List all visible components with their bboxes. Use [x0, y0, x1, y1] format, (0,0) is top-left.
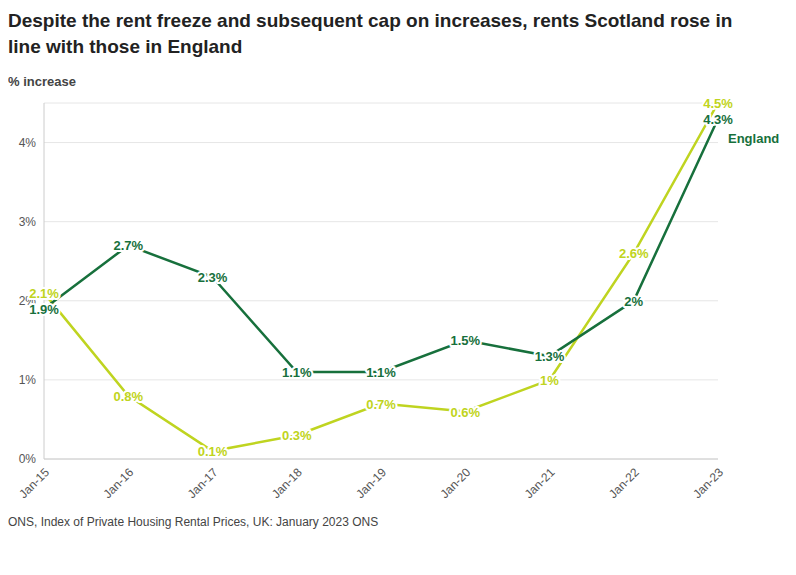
svg-text:2.7%: 2.7% [113, 238, 143, 253]
svg-text:Jan-20: Jan-20 [438, 465, 474, 501]
svg-text:Jan-21: Jan-21 [522, 465, 558, 501]
svg-text:2%: 2% [624, 294, 643, 309]
svg-text:0.3%: 0.3% [282, 428, 312, 443]
svg-text:1.1%: 1.1% [282, 365, 312, 380]
svg-text:4.5%: 4.5% [703, 96, 733, 111]
svg-text:England: England [728, 131, 779, 146]
svg-text:Jan-19: Jan-19 [353, 465, 389, 501]
svg-text:1.5%: 1.5% [450, 333, 480, 348]
svg-text:2.1%: 2.1% [29, 286, 59, 301]
svg-text:0.8%: 0.8% [113, 389, 143, 404]
html-text:Despite the rent freeze and su: Despite the rent freeze and subsequent c… [8, 10, 733, 57]
svg-text:1.1%: 1.1% [366, 365, 396, 380]
svg-text:0.6%: 0.6% [450, 405, 480, 420]
svg-text:Jan-16: Jan-16 [101, 465, 137, 501]
svg-text:4.3%: 4.3% [703, 112, 733, 127]
svg-text:0.7%: 0.7% [366, 397, 396, 412]
svg-text:1.3%: 1.3% [535, 349, 565, 364]
svg-text:0%: 0% [19, 452, 37, 466]
svg-text:Jan-15: Jan-15 [16, 465, 52, 501]
svg-text:Jan-18: Jan-18 [269, 465, 305, 501]
svg-text:Jan-17: Jan-17 [185, 465, 221, 501]
svg-text:2.6%: 2.6% [619, 246, 649, 261]
svg-text:Jan-23: Jan-23 [690, 465, 726, 501]
svg-text:Jan-22: Jan-22 [606, 465, 642, 501]
svg-text:2.3%: 2.3% [198, 270, 228, 285]
svg-text:2%: 2% [18, 294, 36, 308]
html-text:ONS, Index of Private Housing: ONS, Index of Private Housing Rental Pri… [8, 515, 379, 529]
svg-text:0.1%: 0.1% [198, 444, 228, 459]
svg-text:1%: 1% [19, 373, 37, 387]
html-text:% increase: % increase [8, 74, 76, 89]
svg-text:4%: 4% [19, 136, 37, 150]
svg-text:1%: 1% [540, 373, 559, 388]
svg-text:3%: 3% [19, 215, 37, 229]
svg-text:1.9%: 1.9% [29, 302, 59, 317]
